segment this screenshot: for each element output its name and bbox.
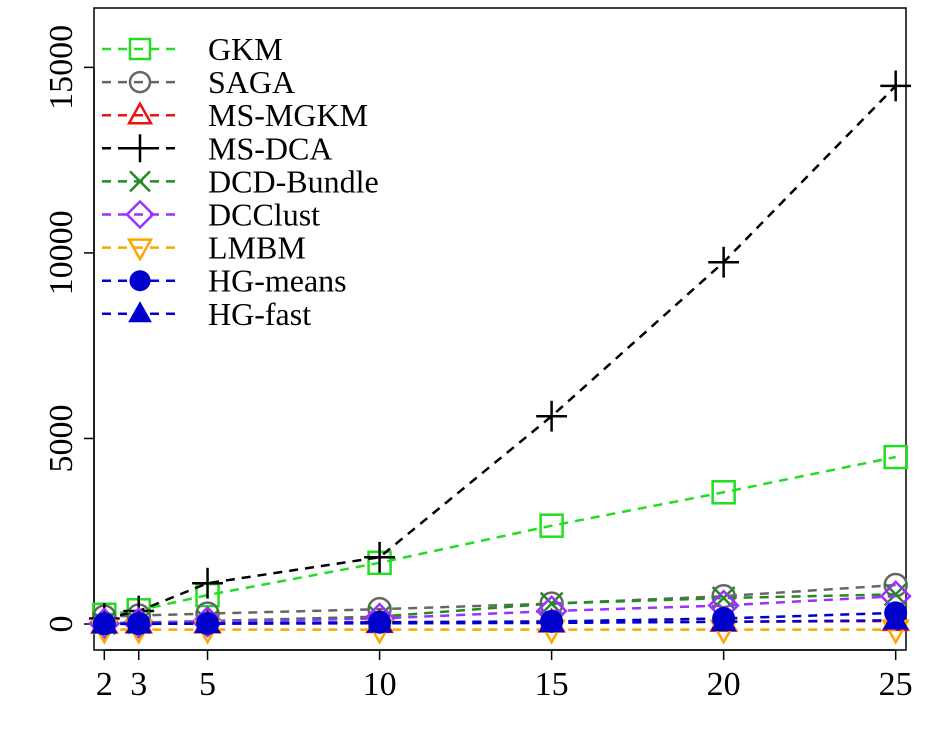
- x-tick-label: 2: [96, 666, 113, 703]
- data-point: [192, 567, 223, 599]
- y-tick-label: 15000: [43, 25, 80, 110]
- y-tick-label: 5000: [43, 404, 80, 472]
- legend-marker: [128, 37, 152, 61]
- legend-item: MS-MGKM: [102, 97, 368, 133]
- data-point: [366, 609, 393, 633]
- legend-marker: [128, 70, 152, 94]
- series-gkm: [92, 444, 908, 627]
- legend-marker: [126, 238, 154, 262]
- marker-stroke: [129, 170, 151, 193]
- series-line: [104, 594, 896, 625]
- legend: GKMSAGAMS-MGKMMS-DCADCD-BundleDCClustLMB…: [102, 31, 379, 332]
- data-point: [539, 513, 564, 538]
- legend-marker: [125, 199, 155, 230]
- data-point: [880, 70, 912, 102]
- axes: 2 3 5 10 15 20 25 0 5000 10000 15000: [43, 25, 913, 703]
- legend-label: GKM: [208, 31, 283, 67]
- x-tick-label: 25: [879, 666, 913, 703]
- legend-marker: [129, 270, 151, 292]
- series-line: [104, 455, 896, 616]
- data-point: [710, 608, 737, 632]
- data-point: [364, 541, 395, 573]
- data-point: [711, 480, 736, 505]
- x-tick-label: 15: [535, 666, 569, 703]
- legend-label: DCD-Bundle: [208, 163, 379, 199]
- data-point: [883, 444, 908, 470]
- series-line: [104, 583, 896, 618]
- legend-label: MS-DCA: [208, 130, 332, 166]
- legend-item: SAGA: [102, 64, 295, 100]
- legend-item: DCClust: [102, 197, 320, 233]
- y-tick-label: 10000: [43, 210, 80, 295]
- legend-label: HG-means: [208, 263, 347, 299]
- series-hg-fast: [91, 606, 909, 634]
- legend-label: HG-fast: [208, 296, 311, 332]
- y-tick-label: 0: [43, 616, 80, 633]
- legend-marker: [126, 134, 154, 163]
- legend-marker: [128, 301, 152, 323]
- legend-label: SAGA: [208, 64, 295, 100]
- legend-item: GKM: [102, 31, 283, 67]
- legend-marker: [129, 170, 151, 193]
- data-point: [91, 610, 118, 634]
- legend-item: DCD-Bundle: [102, 163, 379, 199]
- legend-marker: [126, 101, 154, 125]
- legend-label: DCClust: [208, 197, 320, 233]
- data-point: [191, 605, 224, 638]
- data-point: [125, 610, 152, 634]
- legend-item: LMBM: [102, 230, 306, 266]
- data-point: [536, 400, 568, 432]
- legend-label: MS-MGKM: [208, 97, 368, 133]
- legend-item: MS-DCA: [102, 130, 332, 166]
- legend-label: LMBM: [208, 230, 306, 266]
- x-tick-label: 5: [199, 666, 216, 703]
- data-point: [538, 609, 565, 633]
- legend-item: HG-fast: [102, 296, 311, 332]
- legend-item: HG-means: [102, 263, 347, 299]
- data-point: [708, 246, 740, 278]
- x-tick-label: 20: [707, 666, 741, 703]
- x-tick-label: 10: [363, 666, 397, 703]
- data-point: [194, 610, 221, 634]
- series-layer: [88, 70, 912, 645]
- series-line: [104, 593, 896, 625]
- x-tick-label: 3: [130, 666, 147, 703]
- data-point: [882, 606, 909, 630]
